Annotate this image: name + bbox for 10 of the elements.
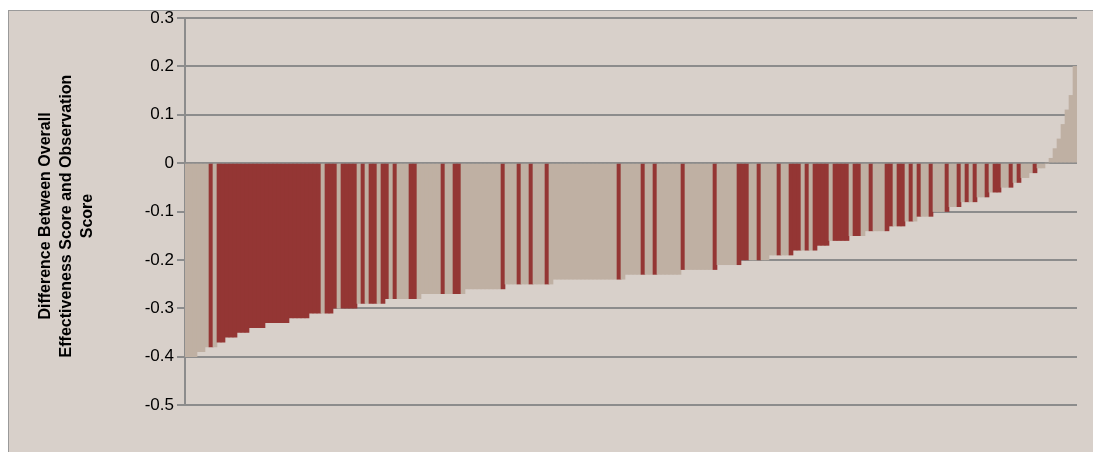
y-tick-label: 0	[164, 152, 174, 172]
y-tick-label: 0.3	[150, 7, 174, 27]
y-tick-label: -0.1	[144, 201, 174, 221]
y-tick-label: -0.4	[144, 346, 174, 366]
y-axis-title: Difference Between Overall Effectiveness Score and Observation Score	[35, 73, 96, 360]
y-tick-label: 0.2	[150, 56, 174, 76]
y-tick-label: 0.1	[150, 104, 174, 124]
y-tick-label: -0.5	[144, 394, 174, 414]
y-tick-label: -0.2	[144, 249, 174, 269]
y-tick-label: -0.3	[144, 297, 174, 317]
